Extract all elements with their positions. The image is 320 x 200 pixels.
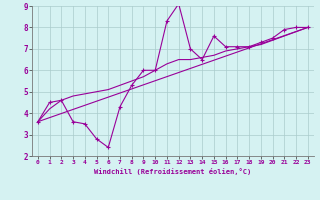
X-axis label: Windchill (Refroidissement éolien,°C): Windchill (Refroidissement éolien,°C) <box>94 168 252 175</box>
